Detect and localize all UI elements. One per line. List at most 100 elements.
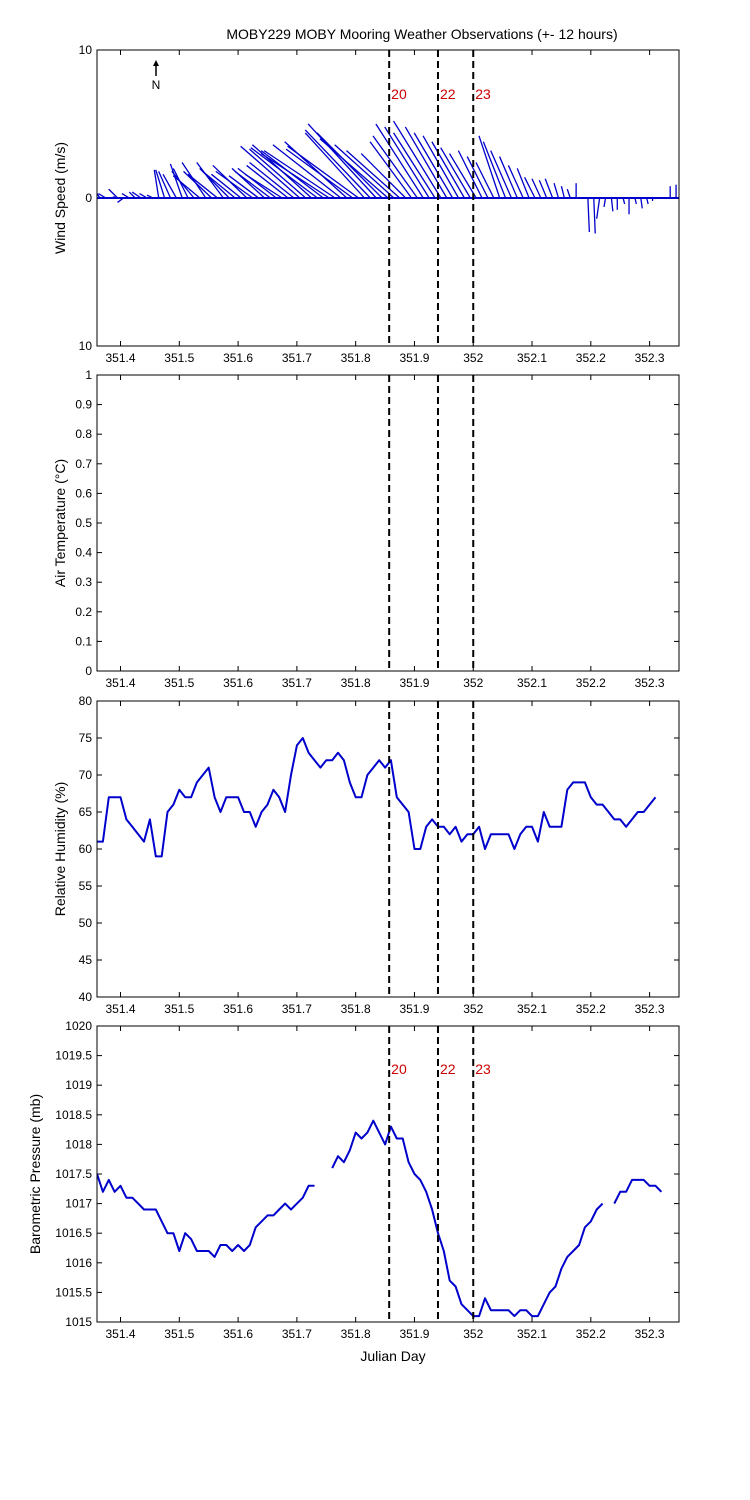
y-tick-label: 45	[79, 953, 93, 967]
y-axis-label: Relative Humidity (%)	[52, 782, 68, 917]
y-tick-label: 1017	[65, 1197, 92, 1211]
wind-vector	[316, 132, 383, 199]
y-tick-label: 70	[79, 768, 93, 782]
wind-vector	[146, 194, 154, 199]
north-arrow-icon	[153, 60, 159, 66]
marker-label: 22	[440, 1061, 456, 1077]
wind-vector	[285, 148, 354, 199]
x-tick-label: 351.9	[399, 1327, 429, 1341]
wind-vector	[131, 191, 142, 199]
wind-vector	[610, 197, 614, 212]
wind-vector	[603, 197, 607, 207]
wind-vector	[202, 170, 236, 199]
humidity-line	[97, 737, 657, 858]
x-tick-label: 351.4	[105, 676, 135, 690]
wind-vector	[372, 135, 418, 199]
y-tick-label: 50	[79, 916, 93, 930]
x-tick-label: 351.6	[223, 1327, 253, 1341]
y-tick-label: 1019.5	[55, 1049, 92, 1063]
y-tick-label: 60	[79, 842, 93, 856]
wind-vector	[404, 126, 448, 199]
x-tick-label: 351.6	[223, 676, 253, 690]
wind-vector	[544, 178, 554, 199]
wind-vector	[196, 162, 224, 199]
x-tick-label: 351.8	[341, 1002, 371, 1016]
x-tick-label: 351.8	[341, 1327, 371, 1341]
wind-vector	[169, 163, 183, 199]
axes-frame	[96, 700, 680, 998]
wind-vector	[153, 169, 160, 199]
x-tick-label: 351.7	[282, 676, 312, 690]
wind-vector	[622, 197, 626, 205]
wind-vector	[215, 170, 254, 199]
x-tick-label: 352	[463, 676, 483, 690]
north-label: N	[152, 78, 161, 92]
y-axis-label: Air Temperature (°C)	[52, 459, 68, 587]
wind-vector	[108, 188, 119, 199]
y-tick-label: 10	[79, 339, 93, 353]
wind-vector	[482, 141, 507, 199]
wind-vector	[139, 193, 148, 199]
wind-vector	[307, 123, 377, 199]
wind-vector	[249, 161, 295, 199]
y-tick-label: 0.6	[75, 486, 92, 500]
wind-vector	[553, 183, 560, 199]
panels: 351.4 351.5 351.6 351.7 351.8 351.9 352 352.1 35…	[27, 43, 680, 1341]
wind-vector	[249, 148, 307, 199]
wind-vector	[516, 168, 530, 199]
x-tick-label: 351.8	[341, 676, 371, 690]
wind-vector	[272, 144, 342, 199]
wind-vector	[448, 153, 477, 199]
x-tick-label: 352.3	[635, 351, 665, 365]
panel-wind: 351.4 351.5 351.6 351.7 351.8 351.9 352 352.1 35…	[52, 43, 680, 365]
x-tick-label: 351.9	[399, 1002, 429, 1016]
y-tick-label: 1017.5	[55, 1167, 92, 1181]
wind-vector	[250, 147, 318, 199]
y-tick-label: 0.5	[75, 516, 92, 530]
axes-frame	[96, 1025, 680, 1323]
wind-vector	[498, 156, 518, 199]
wind-vector	[260, 153, 330, 199]
wind-vector	[98, 193, 107, 199]
wind-vector	[187, 173, 218, 199]
x-tick-label: 351.5	[164, 351, 194, 365]
wind-vector	[392, 120, 442, 199]
y-tick-label: 1015	[65, 1315, 92, 1329]
x-tick-label: 351.6	[223, 1002, 253, 1016]
wind-vector	[466, 156, 489, 199]
wind-vector	[413, 132, 454, 199]
x-tick-label: 351.5	[164, 1327, 194, 1341]
wind-vector	[375, 123, 424, 199]
wind-vector	[155, 169, 166, 199]
panel-humidity: 351.4 351.5 351.6 351.7 351.8 351.9 352 352.1 35…	[52, 694, 680, 1016]
pressure-line	[331, 1119, 604, 1318]
y-tick-label: 10	[79, 43, 93, 57]
wind-vector	[531, 178, 542, 199]
y-tick-label: 1	[85, 368, 92, 382]
wind-vector	[97, 192, 101, 199]
wind-vector	[490, 150, 513, 199]
x-tick-label: 351.9	[399, 351, 429, 365]
wind-vector	[393, 132, 436, 199]
marker-label: 23	[475, 1061, 491, 1077]
wind-vector	[172, 175, 201, 199]
wind-vector	[560, 186, 565, 199]
wind-vector	[211, 173, 242, 199]
wind-vector	[121, 193, 130, 199]
y-tick-label: 0.3	[75, 575, 92, 589]
axes-frame	[96, 49, 680, 347]
wind-vector	[334, 144, 395, 199]
y-tick-label: 65	[79, 805, 93, 819]
x-tick-label: 351.7	[282, 1002, 312, 1016]
wind-vector	[422, 135, 460, 199]
x-tick-label: 351.4	[105, 351, 135, 365]
x-tick-label: 352.1	[517, 351, 547, 365]
y-tick-label: 0.4	[75, 546, 92, 560]
wind-vector	[304, 132, 365, 199]
x-tick-label: 352.3	[635, 676, 665, 690]
wind-vector	[183, 170, 213, 199]
plot-area	[97, 120, 679, 234]
x-tick-label: 352	[463, 351, 483, 365]
x-tick-label: 352.1	[517, 676, 547, 690]
